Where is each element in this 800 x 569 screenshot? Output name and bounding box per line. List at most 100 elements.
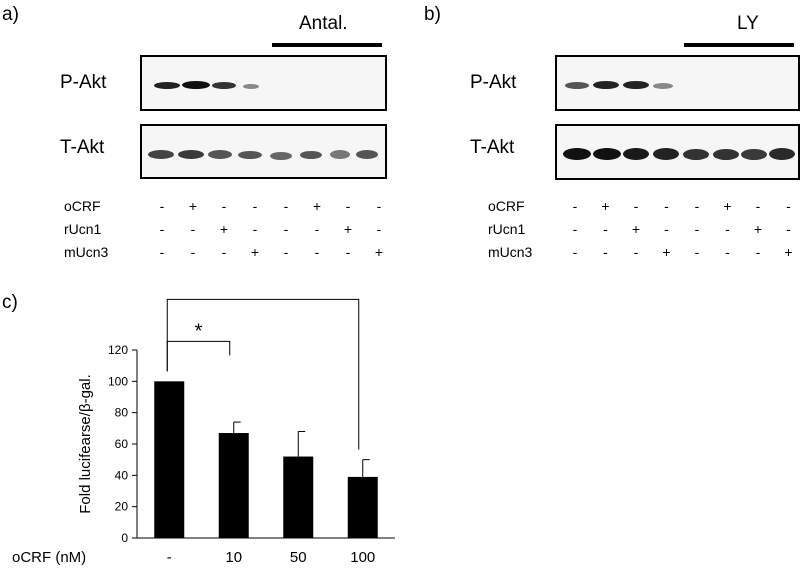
panel-a-treatment-sign: -: [283, 244, 289, 260]
panel-b-treatment-sign: -: [633, 198, 639, 214]
band: [683, 149, 709, 160]
panel-a-treatment-sign: -: [314, 221, 320, 237]
significance-bracket: [166, 298, 360, 450]
band: [563, 148, 591, 160]
panel-b-treatment-sign: -: [694, 198, 700, 214]
significance-bracket: [166, 340, 231, 372]
panel-b-treatment-sign: -: [572, 198, 578, 214]
band: [356, 150, 378, 159]
band: [623, 148, 649, 160]
panel-a-treatment-sign: -: [190, 221, 196, 237]
panel-b-pakt-blot: [555, 55, 800, 111]
panel-b-treatment-sign: -: [633, 244, 639, 260]
panel-a-treatment-sign: +: [374, 244, 384, 260]
panel-b-treatment-label-rucn1: rUcn1: [488, 221, 526, 237]
panel-a-takt-blot: [140, 124, 387, 179]
panel-a-treatment-sign: -: [252, 221, 258, 237]
panel-a-inhibitor-label: Antal.: [299, 13, 348, 34]
panel-b-treatment-sign: +: [631, 221, 641, 237]
bar: [154, 381, 185, 538]
y-tick-label: 100: [108, 374, 128, 388]
panel-b-treatment-sign: -: [603, 221, 608, 237]
y-axis-label: Fold lucifearse/β-gal.: [77, 374, 94, 514]
band: [330, 150, 350, 159]
panel-a-treatment-sign: -: [252, 198, 258, 214]
panel-a-treatment-sign: -: [345, 244, 351, 260]
panel-b-treatment-sign: +: [753, 221, 763, 237]
panel-a-treatment-sign: -: [221, 198, 227, 214]
y-tick-label: 0: [121, 531, 128, 545]
panel-a-treatment-sign: +: [343, 221, 353, 237]
band: [300, 151, 322, 159]
panel-a-treatment-sign: -: [345, 198, 351, 214]
bar: [347, 476, 378, 538]
panel-b-treatment-sign: -: [725, 244, 730, 260]
panel-b-treatment-sign: -: [755, 244, 761, 260]
panel-b-inhibitor-label: LY: [737, 13, 759, 34]
band: [713, 149, 739, 160]
panel-a-inhibitor-line: [272, 43, 382, 47]
panel-b-treatment-sign: -: [694, 244, 700, 260]
panel-a-treatment-sign: -: [314, 244, 320, 260]
panel-b-treatment-sign: +: [784, 244, 793, 260]
panel-b-treatment-sign: +: [601, 198, 610, 214]
band: [182, 81, 210, 89]
panel-c-label: c): [2, 292, 18, 313]
panel-a-treatment-sign: -: [376, 221, 382, 237]
band: [270, 152, 292, 160]
panel-a-treatment-sign: -: [159, 244, 165, 260]
y-tick-label: 20: [115, 500, 129, 514]
category-label: 100: [350, 549, 375, 566]
y-tick-label: 80: [115, 406, 129, 420]
panel-b-treatment-sign: -: [603, 244, 608, 260]
band: [208, 150, 232, 159]
band: [238, 151, 262, 159]
panel-a-treatment-sign: -: [221, 244, 227, 260]
band: [769, 148, 795, 160]
panel-a-treatment-sign: -: [283, 198, 289, 214]
bar-chart: 0 20 40 60 80 100 120 Fold lucifearse/β-gal. - 10…: [12, 290, 395, 566]
band: [593, 148, 621, 160]
y-tick-label: 120: [108, 343, 128, 357]
band: [741, 149, 767, 160]
panel-a-pakt-label: P-Akt: [60, 72, 107, 93]
panel-b-treatment-sign: -: [572, 221, 578, 237]
panel-b-treatment-sign: -: [755, 198, 761, 214]
panel-a-treatment-sign: -: [376, 198, 382, 214]
category-label: 50: [290, 549, 307, 566]
significance-star: *: [259, 290, 267, 300]
panel-a-treatment-sign: -: [159, 198, 165, 214]
panel-a-label: a): [2, 4, 19, 25]
panel-a-treatment-sign: +: [250, 244, 260, 260]
y-tick-label: 40: [115, 468, 129, 482]
x-axis-label: oCRF (nM): [12, 549, 86, 566]
band: [212, 82, 236, 89]
panel-a-treatment-sign: +: [188, 198, 198, 214]
panel-a-treatment-sign: -: [283, 221, 289, 237]
panel-b-treatment-label-mucn3: mUcn3: [488, 244, 533, 260]
panel-b-treatment-sign: +: [662, 244, 671, 260]
panel-b-takt-blot: [555, 124, 800, 180]
bar: [218, 433, 249, 538]
panel-a-pakt-blot: [140, 55, 387, 111]
significance-star: *: [195, 320, 203, 342]
band: [653, 83, 673, 89]
panel-b-treatment-sign: -: [786, 221, 791, 237]
band: [148, 150, 174, 159]
band: [178, 150, 204, 159]
band: [243, 84, 259, 89]
panel-a-treatment-sign: -: [159, 221, 165, 237]
panel-a-treatment-sign: +: [312, 198, 322, 214]
band: [593, 81, 619, 89]
panel-b-treatment-sign: -: [664, 198, 669, 214]
panel-b-treatment-sign: -: [786, 198, 791, 214]
panel-b-treatment-label-ocrf: oCRF: [488, 198, 525, 214]
panel-b-takt-label: T-Akt: [470, 137, 515, 158]
panel-b-treatment-sign: -: [572, 244, 578, 260]
category-label: -: [167, 549, 172, 566]
panel-a-treatment-sign: -: [190, 244, 196, 260]
panel-a-treatment-label-mucn3: mUcn3: [64, 244, 109, 260]
category-label: 10: [225, 549, 242, 566]
band: [154, 82, 180, 89]
panel-b-treatment-sign: -: [694, 221, 700, 237]
